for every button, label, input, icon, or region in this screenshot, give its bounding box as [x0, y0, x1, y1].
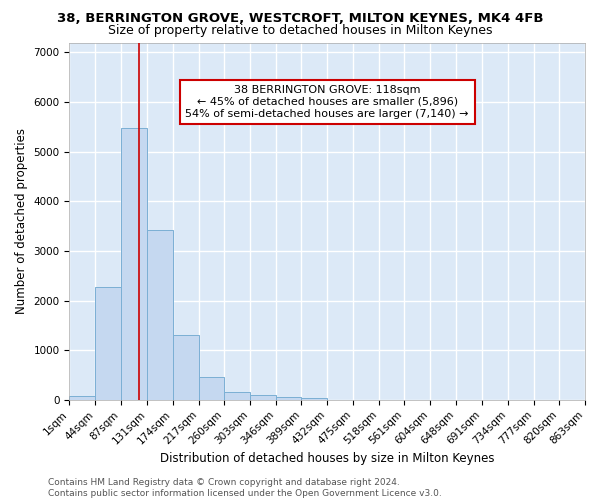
Bar — [276, 397, 301, 400]
Text: 38, BERRINGTON GROVE, WESTCROFT, MILTON KEYNES, MK4 4FB: 38, BERRINGTON GROVE, WESTCROFT, MILTON … — [57, 12, 543, 26]
X-axis label: Distribution of detached houses by size in Milton Keynes: Distribution of detached houses by size … — [160, 452, 494, 465]
Bar — [301, 398, 327, 400]
Bar — [95, 287, 121, 400]
Text: 38 BERRINGTON GROVE: 118sqm
← 45% of detached houses are smaller (5,896)
54% of : 38 BERRINGTON GROVE: 118sqm ← 45% of det… — [185, 86, 469, 118]
Bar — [121, 128, 147, 400]
Bar — [250, 396, 276, 400]
Text: Size of property relative to detached houses in Milton Keynes: Size of property relative to detached ho… — [108, 24, 492, 37]
Y-axis label: Number of detached properties: Number of detached properties — [15, 128, 28, 314]
Text: Contains HM Land Registry data © Crown copyright and database right 2024.
Contai: Contains HM Land Registry data © Crown c… — [48, 478, 442, 498]
Bar — [147, 230, 173, 400]
Bar — [199, 377, 224, 400]
Bar — [173, 335, 199, 400]
Bar — [70, 396, 95, 400]
Bar — [224, 392, 250, 400]
